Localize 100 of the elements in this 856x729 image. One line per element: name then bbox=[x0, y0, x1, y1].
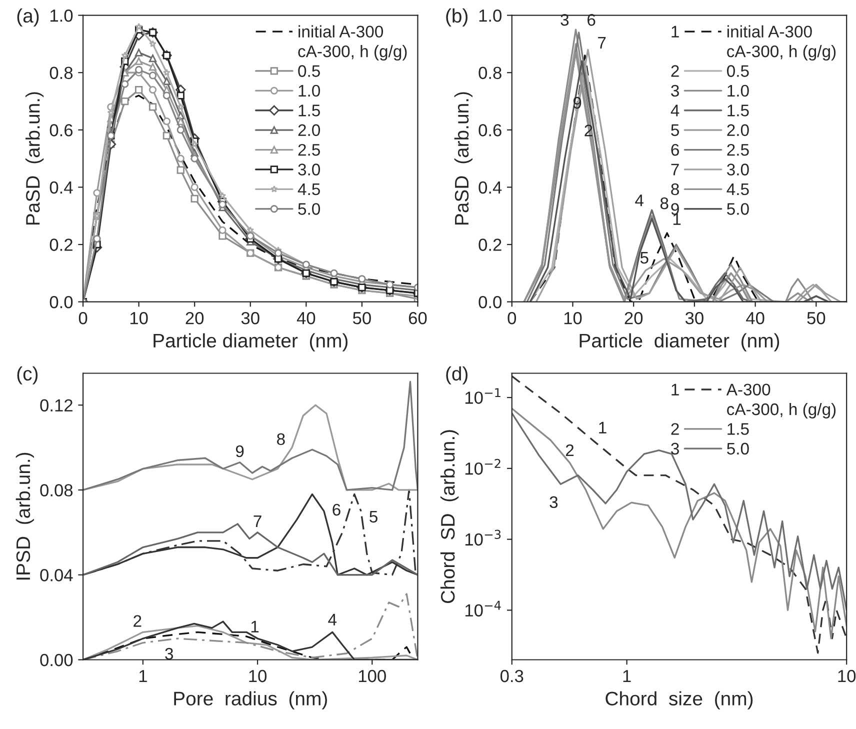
annotation: 8 bbox=[277, 433, 285, 446]
x-tick-label: 60 bbox=[408, 312, 427, 324]
y-tick-label: 0.4 bbox=[478, 181, 502, 194]
annotation: 2 bbox=[134, 615, 142, 627]
y-tick-label: 0.8 bbox=[478, 66, 502, 80]
annotation: 4 bbox=[635, 194, 644, 206]
annotation: 9 bbox=[573, 96, 582, 109]
legend-label: initial A-300 bbox=[727, 25, 812, 38]
chart-title: (b) bbox=[446, 8, 468, 26]
y-tick-label: 10$^{−3}$ bbox=[465, 530, 501, 546]
legend-label: 5.0 bbox=[727, 442, 749, 455]
x-axis-title: Particle diameter (nm) bbox=[580, 333, 780, 352]
chart-title: (d) bbox=[446, 366, 468, 384]
x-tick-label: 30 bbox=[241, 312, 260, 324]
y-tick-label: 0.0 bbox=[50, 296, 73, 308]
y-axis-title: PaSD (arb.un.) bbox=[454, 92, 472, 224]
x-tick-label: 0 bbox=[508, 312, 516, 324]
y-tick-label: 1.0 bbox=[50, 9, 73, 22]
y-tick-label: 0.8 bbox=[50, 66, 73, 80]
annotation: 3 bbox=[671, 84, 679, 97]
y-tick-label: 0.2 bbox=[50, 238, 72, 251]
y-tick-label: 0.00 bbox=[40, 654, 73, 666]
legend-label: 1.0 bbox=[298, 84, 320, 97]
annotation: 1 bbox=[599, 422, 606, 434]
y-tick-label: 0.2 bbox=[478, 238, 502, 251]
legend-label: 2.5 bbox=[298, 144, 320, 156]
legend-label: 1.5 bbox=[298, 104, 320, 116]
legend-label: 4.5 bbox=[726, 184, 749, 196]
annotation: 3 bbox=[165, 648, 174, 660]
annotation: 2 bbox=[566, 444, 574, 456]
annotation: 7 bbox=[254, 516, 262, 527]
legend-label: 1.5 bbox=[728, 104, 749, 116]
x-tick-label: 0.3 bbox=[500, 670, 524, 682]
annotation: 1 bbox=[672, 384, 679, 396]
x-tick-label: 10 bbox=[249, 670, 267, 682]
annotation: 7 bbox=[671, 164, 679, 176]
annotation: 2 bbox=[671, 423, 679, 435]
annotation: 2 bbox=[584, 124, 592, 136]
x-tick-label: 10 bbox=[130, 312, 148, 324]
annotation: 6 bbox=[332, 504, 340, 516]
annotation: 4 bbox=[670, 104, 680, 116]
x-tick-label: 1 bbox=[623, 670, 631, 682]
chart-title: (a) bbox=[17, 8, 39, 26]
annotation: 5 bbox=[640, 252, 648, 264]
legend-label: 3.0 bbox=[298, 164, 320, 176]
y-tick-label: 0.4 bbox=[50, 181, 73, 194]
x-tick-label: 100 bbox=[358, 670, 386, 682]
legend-label: 4.5 bbox=[298, 184, 320, 196]
annotation: 5 bbox=[370, 510, 378, 523]
y-tick-label: 0.12 bbox=[40, 399, 72, 412]
y-tick-label: 0.6 bbox=[50, 124, 73, 136]
x-tick-label: 50 bbox=[352, 312, 371, 324]
legend-title: cA-300, h (g/g) bbox=[727, 45, 836, 61]
x-tick-label: 10 bbox=[564, 312, 582, 324]
y-axis-title: Chord SD (arb.un.) bbox=[440, 430, 459, 604]
x-tick-label: 40 bbox=[746, 312, 764, 324]
legend-label: 1.5 bbox=[728, 423, 749, 435]
annotation: 5 bbox=[671, 124, 679, 136]
y-tick-label: 0.04 bbox=[40, 569, 73, 582]
x-tick-label: 30 bbox=[685, 312, 704, 324]
chart-title: (c) bbox=[17, 366, 38, 384]
x-axis-title: Chord size (nm) bbox=[606, 691, 753, 710]
annotation: 4 bbox=[328, 614, 337, 626]
x-tick-label: 0 bbox=[78, 312, 88, 324]
annotation: 7 bbox=[598, 36, 606, 48]
legend-label: A-300 bbox=[726, 384, 770, 396]
legend-label: 5.0 bbox=[298, 203, 320, 215]
annotation: 8 bbox=[671, 183, 679, 196]
x-tick-label: 20 bbox=[186, 312, 204, 324]
legend-label: 2.0 bbox=[298, 124, 320, 136]
legend-label: 3.0 bbox=[726, 164, 749, 176]
legend-label: 5.0 bbox=[727, 203, 749, 215]
x-tick-label: 50 bbox=[807, 312, 826, 324]
y-tick-label: 10$^{−2}$ bbox=[465, 458, 500, 475]
annotation: 3 bbox=[550, 496, 558, 508]
x-axis-title: Particle diameter (nm) bbox=[154, 333, 348, 352]
annotation: 1 bbox=[672, 26, 679, 38]
annotation: 6 bbox=[671, 144, 679, 156]
x-tick-label: 1 bbox=[139, 670, 147, 682]
legend-label: 2.5 bbox=[727, 144, 749, 156]
annotation: 3 bbox=[671, 442, 679, 455]
x-tick-label: 40 bbox=[296, 312, 316, 324]
x-axis-title: Pore radius (nm) bbox=[174, 691, 327, 710]
x-tick-label: 10 bbox=[838, 670, 856, 682]
legend-title: cA-300, h (g/g) bbox=[298, 45, 407, 61]
legend-label: 2.0 bbox=[727, 124, 749, 136]
legend-title: cA-300, h (g/g) bbox=[727, 402, 836, 418]
y-tick-label: 10$^{−4}$ bbox=[465, 600, 501, 617]
y-tick-label: 0.08 bbox=[40, 484, 73, 496]
annotation: 8 bbox=[660, 197, 668, 210]
legend-label: 0.5 bbox=[727, 65, 749, 77]
y-tick-label: 0.6 bbox=[478, 124, 502, 136]
legend-label: 0.5 bbox=[298, 65, 320, 77]
y-axis-title: PaSD (arb.un.) bbox=[25, 92, 44, 224]
y-tick-label: 10$^{−1}$ bbox=[465, 388, 500, 404]
annotation: 1 bbox=[673, 213, 681, 225]
legend-label: initial A-300 bbox=[298, 25, 384, 38]
x-tick-label: 20 bbox=[624, 312, 643, 324]
y-tick-label: 0.0 bbox=[478, 296, 502, 308]
annotation: 9 bbox=[671, 203, 679, 215]
